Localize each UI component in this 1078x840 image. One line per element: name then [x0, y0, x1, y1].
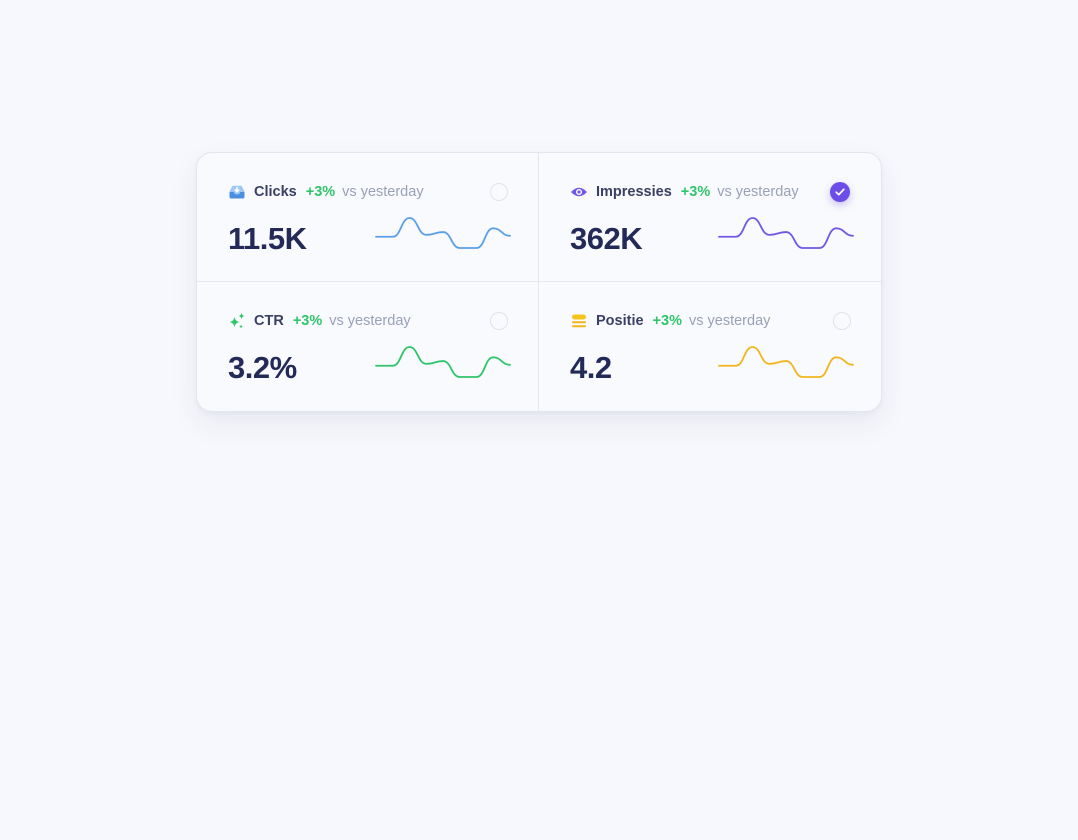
sparkline-line [375, 217, 511, 249]
sparkline-clicks [375, 217, 511, 249]
metric-value: 11.5K [228, 221, 307, 256]
metric-compare: vs yesterday [688, 313, 771, 329]
stack-icon [570, 312, 588, 330]
metric-compare: vs yesterday [342, 184, 424, 200]
sparkline-line [718, 346, 854, 378]
metric-compare: vs yesterday [717, 184, 799, 200]
metric-change: +3% [305, 184, 336, 200]
select-toggle-clicks[interactable] [490, 183, 508, 201]
inbox-download-icon [228, 183, 246, 201]
metric-change: +3% [680, 184, 711, 200]
metric-header: CTR +3% vs yesterday [228, 310, 411, 332]
metric-label: CTR [254, 313, 284, 329]
metric-value: 362K [570, 221, 643, 256]
metric-header: Clicks +3% vs yesterday [228, 181, 424, 203]
metric-change: +3% [652, 313, 682, 329]
metric-label: Clicks [254, 184, 297, 200]
select-toggle-positie[interactable] [833, 312, 851, 330]
select-toggle-impressies[interactable] [830, 182, 850, 202]
metric-value: 3.2% [228, 350, 297, 385]
metric-label: Impressies [596, 184, 672, 200]
metric-tile-impressies[interactable]: Impressies +3% vs yesterday 362K [539, 153, 881, 282]
sparkline-line [718, 217, 854, 249]
checkmark-icon [835, 188, 845, 196]
sparkline-impressies [718, 217, 854, 249]
select-toggle-ctr[interactable] [490, 312, 508, 330]
metrics-card: Clicks +3% vs yesterday 11.5K Impressies… [196, 152, 882, 412]
metric-value: 4.2 [570, 350, 612, 385]
sparkles-icon [228, 312, 246, 330]
metric-change: +3% [292, 313, 323, 329]
sparkline-positie [718, 346, 854, 378]
metric-compare: vs yesterday [329, 313, 411, 329]
metric-tile-ctr[interactable]: CTR +3% vs yesterday 3.2% [197, 282, 539, 411]
sparkline-line [375, 346, 511, 378]
eye-icon [570, 183, 588, 201]
metric-tile-clicks[interactable]: Clicks +3% vs yesterday 11.5K [197, 153, 539, 282]
metric-header: Positie +3% vs yesterday [570, 310, 770, 332]
metric-header: Impressies +3% vs yesterday [570, 181, 799, 203]
metric-tile-positie[interactable]: Positie +3% vs yesterday 4.2 [539, 282, 881, 411]
sparkline-ctr [375, 346, 511, 378]
metric-label: Positie [596, 313, 644, 329]
